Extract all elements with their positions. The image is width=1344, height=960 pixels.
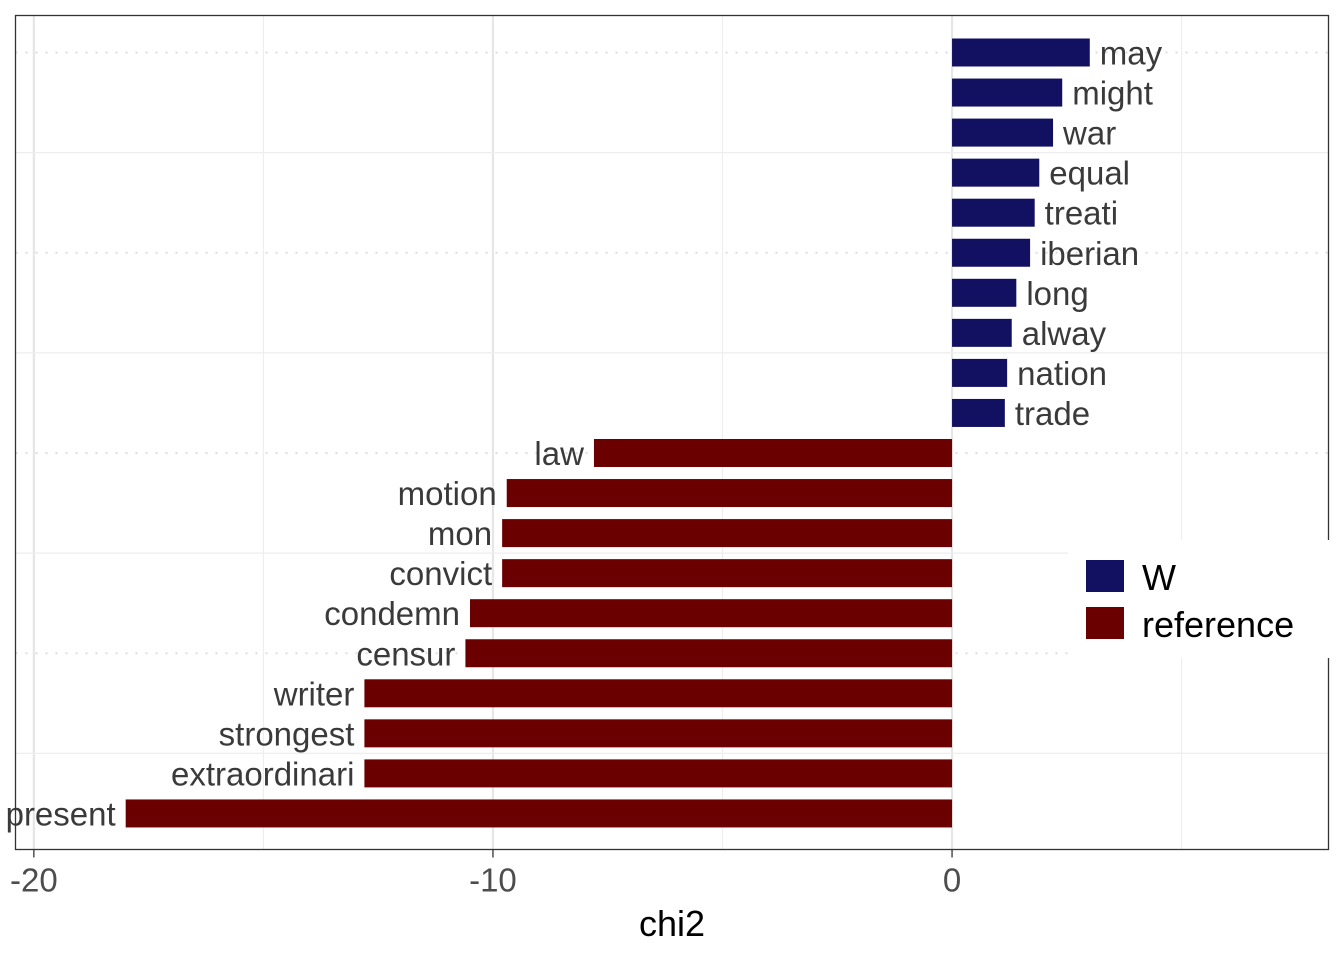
legend-key-reference — [1086, 607, 1124, 639]
bar-equal — [952, 158, 1040, 187]
bar-label-motion: motion — [398, 475, 497, 512]
bar-label-nation: nation — [1017, 355, 1107, 392]
bar-label-extraordinari: extraordinari — [171, 755, 354, 792]
bar-censur — [465, 639, 953, 668]
bar-writer — [364, 679, 953, 708]
bar-label-might: might — [1072, 75, 1153, 112]
bar-label-equal: equal — [1049, 155, 1130, 192]
bar-label-mon: mon — [428, 515, 492, 552]
bar-may — [952, 38, 1090, 67]
plot-panel-border — [14, 14, 1330, 851]
bar-present — [125, 799, 953, 828]
bar-motion — [506, 479, 953, 508]
bar-might — [952, 78, 1063, 107]
bar-war — [952, 118, 1054, 147]
bar-label-present: present — [6, 795, 116, 832]
legend-key-w — [1086, 560, 1124, 592]
bar-alway — [952, 318, 1012, 347]
bar-label-trade: trade — [1015, 395, 1090, 432]
bar-label-writer: writer — [273, 675, 355, 712]
bar-convict — [502, 559, 953, 588]
bar-label-law: law — [534, 435, 584, 472]
bar-label-convict: convict — [389, 555, 492, 592]
bar-law — [593, 439, 953, 467]
x-axis-ticks: -20 -10 0 — [10, 849, 961, 899]
x-tick-label: -20 — [10, 862, 58, 899]
bar-label-war: war — [1062, 115, 1116, 152]
bar-label-strongest: strongest — [219, 715, 355, 752]
x-axis-title: chi2 — [639, 903, 705, 944]
bar-label-condemn: condemn — [324, 595, 460, 632]
legend-label-w: W — [1142, 557, 1176, 598]
x-tick-label: 0 — [943, 862, 961, 899]
bar-nation — [952, 358, 1008, 387]
bar-labels: maymightwarequaltreatiiberianlongalwayna… — [6, 35, 1163, 833]
bars — [125, 38, 1090, 828]
bar-mon — [502, 519, 953, 548]
legend: W reference — [1068, 540, 1330, 658]
bar-label-long: long — [1026, 275, 1088, 312]
bar-label-iberian: iberian — [1040, 235, 1139, 272]
bar-long — [952, 278, 1017, 307]
bar-strongest — [364, 719, 953, 748]
bar-extraordinari — [364, 759, 953, 788]
bar-label-censur: censur — [356, 635, 455, 672]
bar-condemn — [470, 599, 953, 628]
bar-label-may: may — [1100, 35, 1163, 72]
bar-label-alway: alway — [1022, 315, 1107, 352]
bar-label-treati: treati — [1045, 195, 1118, 232]
legend-label-reference: reference — [1142, 604, 1294, 645]
bar-trade — [952, 398, 1005, 427]
bar-iberian — [952, 238, 1031, 267]
bar-treati — [952, 198, 1035, 227]
x-tick-label: -10 — [469, 862, 517, 899]
